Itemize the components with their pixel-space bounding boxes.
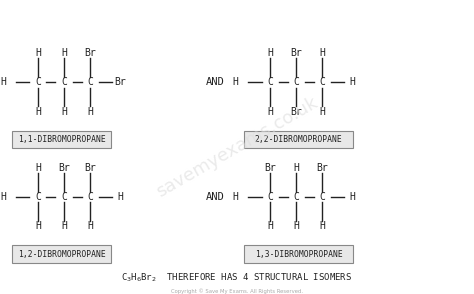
Text: H: H — [61, 221, 67, 231]
Text: C: C — [267, 192, 273, 202]
Text: C: C — [61, 192, 67, 202]
Text: Br: Br — [58, 163, 70, 173]
Text: Br: Br — [264, 163, 276, 173]
Text: C: C — [293, 77, 299, 87]
Text: H: H — [35, 107, 41, 117]
Text: Br: Br — [115, 77, 126, 87]
Text: H: H — [350, 192, 356, 202]
Text: H: H — [267, 221, 273, 231]
Text: Br: Br — [291, 48, 302, 58]
FancyBboxPatch shape — [244, 245, 353, 263]
Text: H: H — [319, 221, 325, 231]
Text: Br: Br — [84, 163, 96, 173]
Text: H: H — [61, 48, 67, 58]
Text: H: H — [293, 221, 299, 231]
Text: C: C — [267, 77, 273, 87]
Text: 1,3-DIBROMOPROPANE: 1,3-DIBROMOPROPANE — [255, 250, 343, 259]
Text: Br: Br — [291, 107, 302, 117]
Text: H: H — [87, 221, 93, 231]
FancyBboxPatch shape — [12, 245, 111, 263]
Text: H: H — [61, 107, 67, 117]
Text: C: C — [35, 192, 41, 202]
Text: C: C — [319, 77, 325, 87]
Text: H: H — [350, 77, 356, 87]
FancyBboxPatch shape — [244, 131, 353, 148]
Text: H: H — [232, 77, 238, 87]
Text: C: C — [87, 77, 93, 87]
Text: 1,2-DIBROMOPROPANE: 1,2-DIBROMOPROPANE — [18, 250, 106, 259]
Text: H: H — [267, 48, 273, 58]
Text: C: C — [61, 77, 67, 87]
Text: C: C — [319, 192, 325, 202]
Text: 2,2-DIBROMOPROPANE: 2,2-DIBROMOPROPANE — [255, 135, 343, 144]
Text: H: H — [293, 163, 299, 173]
Text: H: H — [267, 107, 273, 117]
Text: AND: AND — [206, 192, 225, 202]
Text: AND: AND — [206, 77, 225, 87]
Text: Br: Br — [84, 48, 96, 58]
Text: Br: Br — [317, 163, 328, 173]
Text: C: C — [87, 192, 93, 202]
Text: H: H — [319, 107, 325, 117]
Text: H: H — [35, 221, 41, 231]
Text: H: H — [35, 48, 41, 58]
Text: Copyright © Save My Exams. All Rights Reserved.: Copyright © Save My Exams. All Rights Re… — [171, 288, 303, 294]
Text: H: H — [87, 107, 93, 117]
FancyBboxPatch shape — [12, 131, 111, 148]
Text: H: H — [35, 163, 41, 173]
Text: H: H — [0, 77, 6, 87]
Text: 1,1-DIBROMOPROPANE: 1,1-DIBROMOPROPANE — [18, 135, 106, 144]
Text: C: C — [35, 77, 41, 87]
Text: C: C — [293, 192, 299, 202]
Text: C$_3$H$_6$Br$_2$  THEREFORE HAS 4 STRUCTURAL ISOMERS: C$_3$H$_6$Br$_2$ THEREFORE HAS 4 STRUCTU… — [121, 272, 353, 284]
Text: H: H — [232, 192, 238, 202]
Text: savemyexams.co.uk: savemyexams.co.uk — [153, 93, 321, 201]
Text: H: H — [0, 192, 6, 202]
Text: H: H — [319, 48, 325, 58]
Text: H: H — [118, 192, 123, 202]
